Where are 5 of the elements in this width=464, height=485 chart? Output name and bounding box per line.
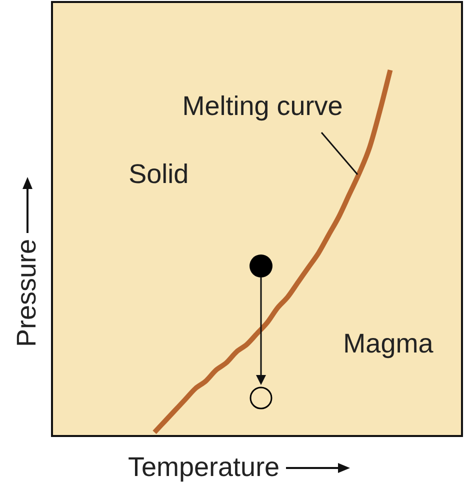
x-axis-title: Temperature xyxy=(128,452,280,483)
series-label: Melting curve xyxy=(182,90,343,121)
y-axis-title: Pressure xyxy=(12,238,42,348)
annotation: Solid xyxy=(128,159,189,190)
annotation: Magma xyxy=(343,328,434,358)
